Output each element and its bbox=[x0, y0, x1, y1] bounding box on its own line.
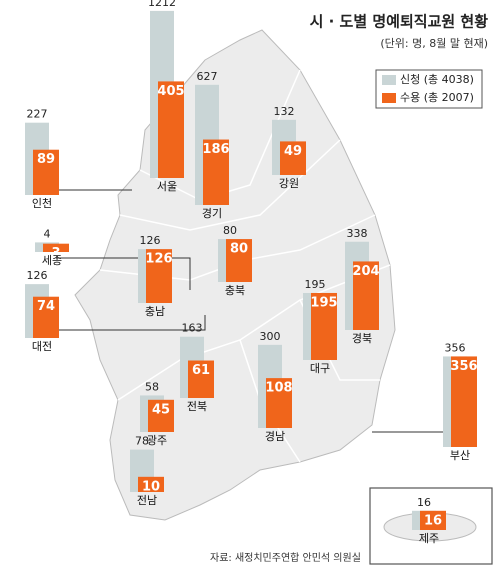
value-label: 80 bbox=[223, 224, 237, 237]
value-label: 195 bbox=[305, 278, 326, 291]
region-label: 대구 bbox=[310, 362, 330, 375]
value-label: 16 bbox=[424, 513, 442, 528]
bar-accepted bbox=[226, 239, 252, 282]
value-label: 45 bbox=[152, 402, 170, 417]
legend-label: 신청 (총 4038) bbox=[400, 73, 474, 86]
value-label: 126 bbox=[145, 252, 172, 267]
bar-accepted bbox=[138, 476, 164, 492]
value-label: 227 bbox=[27, 108, 48, 121]
value-label: 89 bbox=[37, 152, 55, 167]
value-label: 80 bbox=[230, 242, 248, 257]
chart-subtitle: (단위: 명, 8월 말 현재) bbox=[380, 37, 488, 50]
value-label: 356 bbox=[450, 359, 477, 374]
bar-accepted bbox=[420, 510, 446, 530]
region-label: 제주 bbox=[419, 532, 439, 545]
value-label: 204 bbox=[352, 264, 379, 279]
region-label: 전북 bbox=[187, 400, 207, 413]
source-note: 자료: 새정치민주연합 안민석 의원실 bbox=[210, 552, 361, 564]
bar-accepted bbox=[148, 399, 174, 432]
bar-accepted bbox=[203, 139, 229, 205]
region-label: 전남 bbox=[137, 494, 157, 507]
value-label: 356 bbox=[445, 341, 466, 354]
legend-label: 수용 (총 2007) bbox=[400, 91, 474, 104]
region-label: 서울 bbox=[157, 180, 177, 193]
value-label: 108 bbox=[265, 381, 292, 396]
bar-accepted bbox=[188, 360, 214, 398]
bar-accepted bbox=[33, 149, 59, 195]
value-label: 4 bbox=[44, 227, 51, 240]
region-label: 인천 bbox=[32, 196, 52, 210]
value-label: 3 bbox=[51, 246, 60, 261]
value-label: 58 bbox=[145, 380, 159, 393]
bar-accepted bbox=[43, 243, 69, 252]
region-label: 강원 bbox=[279, 177, 299, 190]
bar-accepted bbox=[451, 356, 477, 447]
value-label: 163 bbox=[182, 322, 203, 335]
value-label: 405 bbox=[157, 84, 184, 99]
region-label: 부산 bbox=[450, 449, 470, 462]
region-label: 충남 bbox=[145, 305, 165, 318]
legend-swatch bbox=[382, 75, 396, 85]
value-label: 126 bbox=[27, 269, 48, 282]
bar-accepted bbox=[146, 249, 172, 303]
value-label: 1212 bbox=[148, 0, 176, 9]
bar-accepted bbox=[311, 292, 337, 360]
region-label: 대전 bbox=[32, 340, 52, 353]
value-label: 61 bbox=[192, 363, 210, 378]
value-label: 627 bbox=[197, 70, 218, 83]
region-label: 광주 bbox=[147, 434, 167, 447]
value-label: 16 bbox=[417, 496, 431, 509]
bar-accepted bbox=[266, 378, 292, 428]
value-label: 132 bbox=[274, 105, 295, 118]
region-label: 충북 bbox=[225, 284, 245, 297]
value-label: 186 bbox=[202, 142, 229, 157]
region-label: 경북 bbox=[352, 332, 372, 345]
legend-swatch bbox=[382, 93, 396, 103]
bar-accepted bbox=[353, 261, 379, 330]
value-label: 300 bbox=[260, 330, 281, 343]
value-label: 338 bbox=[347, 227, 368, 240]
bar-accepted bbox=[158, 81, 184, 178]
chart-title: 시 · 도별 명예퇴직교원 현황 bbox=[310, 13, 489, 31]
value-label: 126 bbox=[140, 234, 161, 247]
region-label: 세종 bbox=[42, 254, 62, 267]
leader-lines bbox=[56, 189, 443, 433]
region-label: 경기 bbox=[202, 207, 222, 220]
value-label: 195 bbox=[310, 295, 337, 310]
value-label: 74 bbox=[37, 299, 55, 314]
bar-accepted bbox=[33, 296, 59, 338]
value-label: 49 bbox=[284, 144, 302, 159]
value-label: 10 bbox=[142, 479, 160, 494]
region-label: 경남 bbox=[265, 430, 285, 443]
bar-accepted bbox=[280, 141, 306, 175]
value-label: 78 bbox=[135, 435, 149, 448]
